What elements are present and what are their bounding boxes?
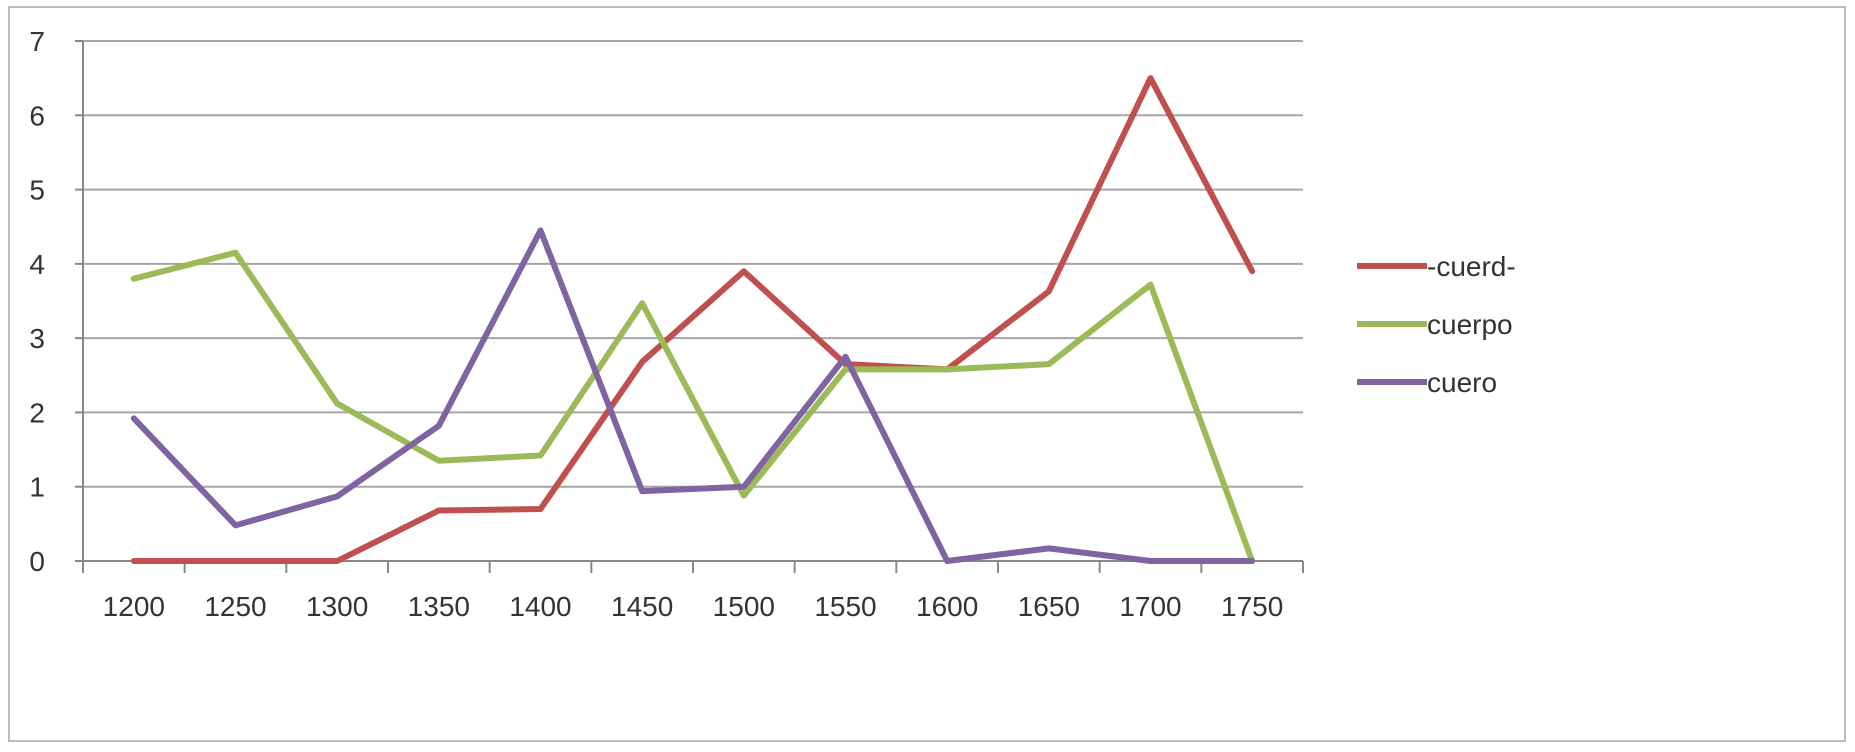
y-tick-labels: 0 1 2 3 4 5 6 7 xyxy=(29,26,45,577)
series-line-cuerd xyxy=(130,75,1256,564)
y-tick-label: 3 xyxy=(29,323,45,354)
x-tick-label: 1600 xyxy=(916,591,978,622)
x-tick-label: 1750 xyxy=(1221,591,1283,622)
x-tick-label: 1500 xyxy=(713,591,775,622)
y-tick-label: 1 xyxy=(29,472,45,503)
gridlines xyxy=(83,40,1303,488)
legend-label: cuero xyxy=(1427,367,1497,398)
x-tick-label: 1400 xyxy=(509,591,571,622)
legend-label: -cuerd- xyxy=(1427,251,1516,282)
y-tick-label: 0 xyxy=(29,546,45,577)
series-line-cuero xyxy=(130,227,1256,564)
y-tick-label: 4 xyxy=(29,249,45,280)
y-tick-label: 6 xyxy=(29,100,45,131)
x-tick-labels: 1200 1250 1300 1350 1400 1450 1500 1550 1600 1650… xyxy=(103,591,1284,622)
y-tick-label: 2 xyxy=(29,397,45,428)
x-tick-label: 1550 xyxy=(814,591,876,622)
legend: -cuerd-cuerpo cuero xyxy=(1357,251,1516,398)
x-tick-label: 1450 xyxy=(611,591,673,622)
x-tick-label: 1650 xyxy=(1018,591,1080,622)
x-tick-label: 1300 xyxy=(306,591,368,622)
series-lines xyxy=(130,75,1256,564)
x-tick-label: 1700 xyxy=(1119,591,1181,622)
y-tick-label: 7 xyxy=(29,26,45,57)
y-tick-label: 5 xyxy=(29,175,45,206)
x-tick-label: 1200 xyxy=(103,591,165,622)
legend-label: cuerpo xyxy=(1427,309,1513,340)
series-line-cuerpo xyxy=(130,249,1256,564)
x-tick-label: 1350 xyxy=(408,591,470,622)
x-tick-label: 1250 xyxy=(204,591,266,622)
